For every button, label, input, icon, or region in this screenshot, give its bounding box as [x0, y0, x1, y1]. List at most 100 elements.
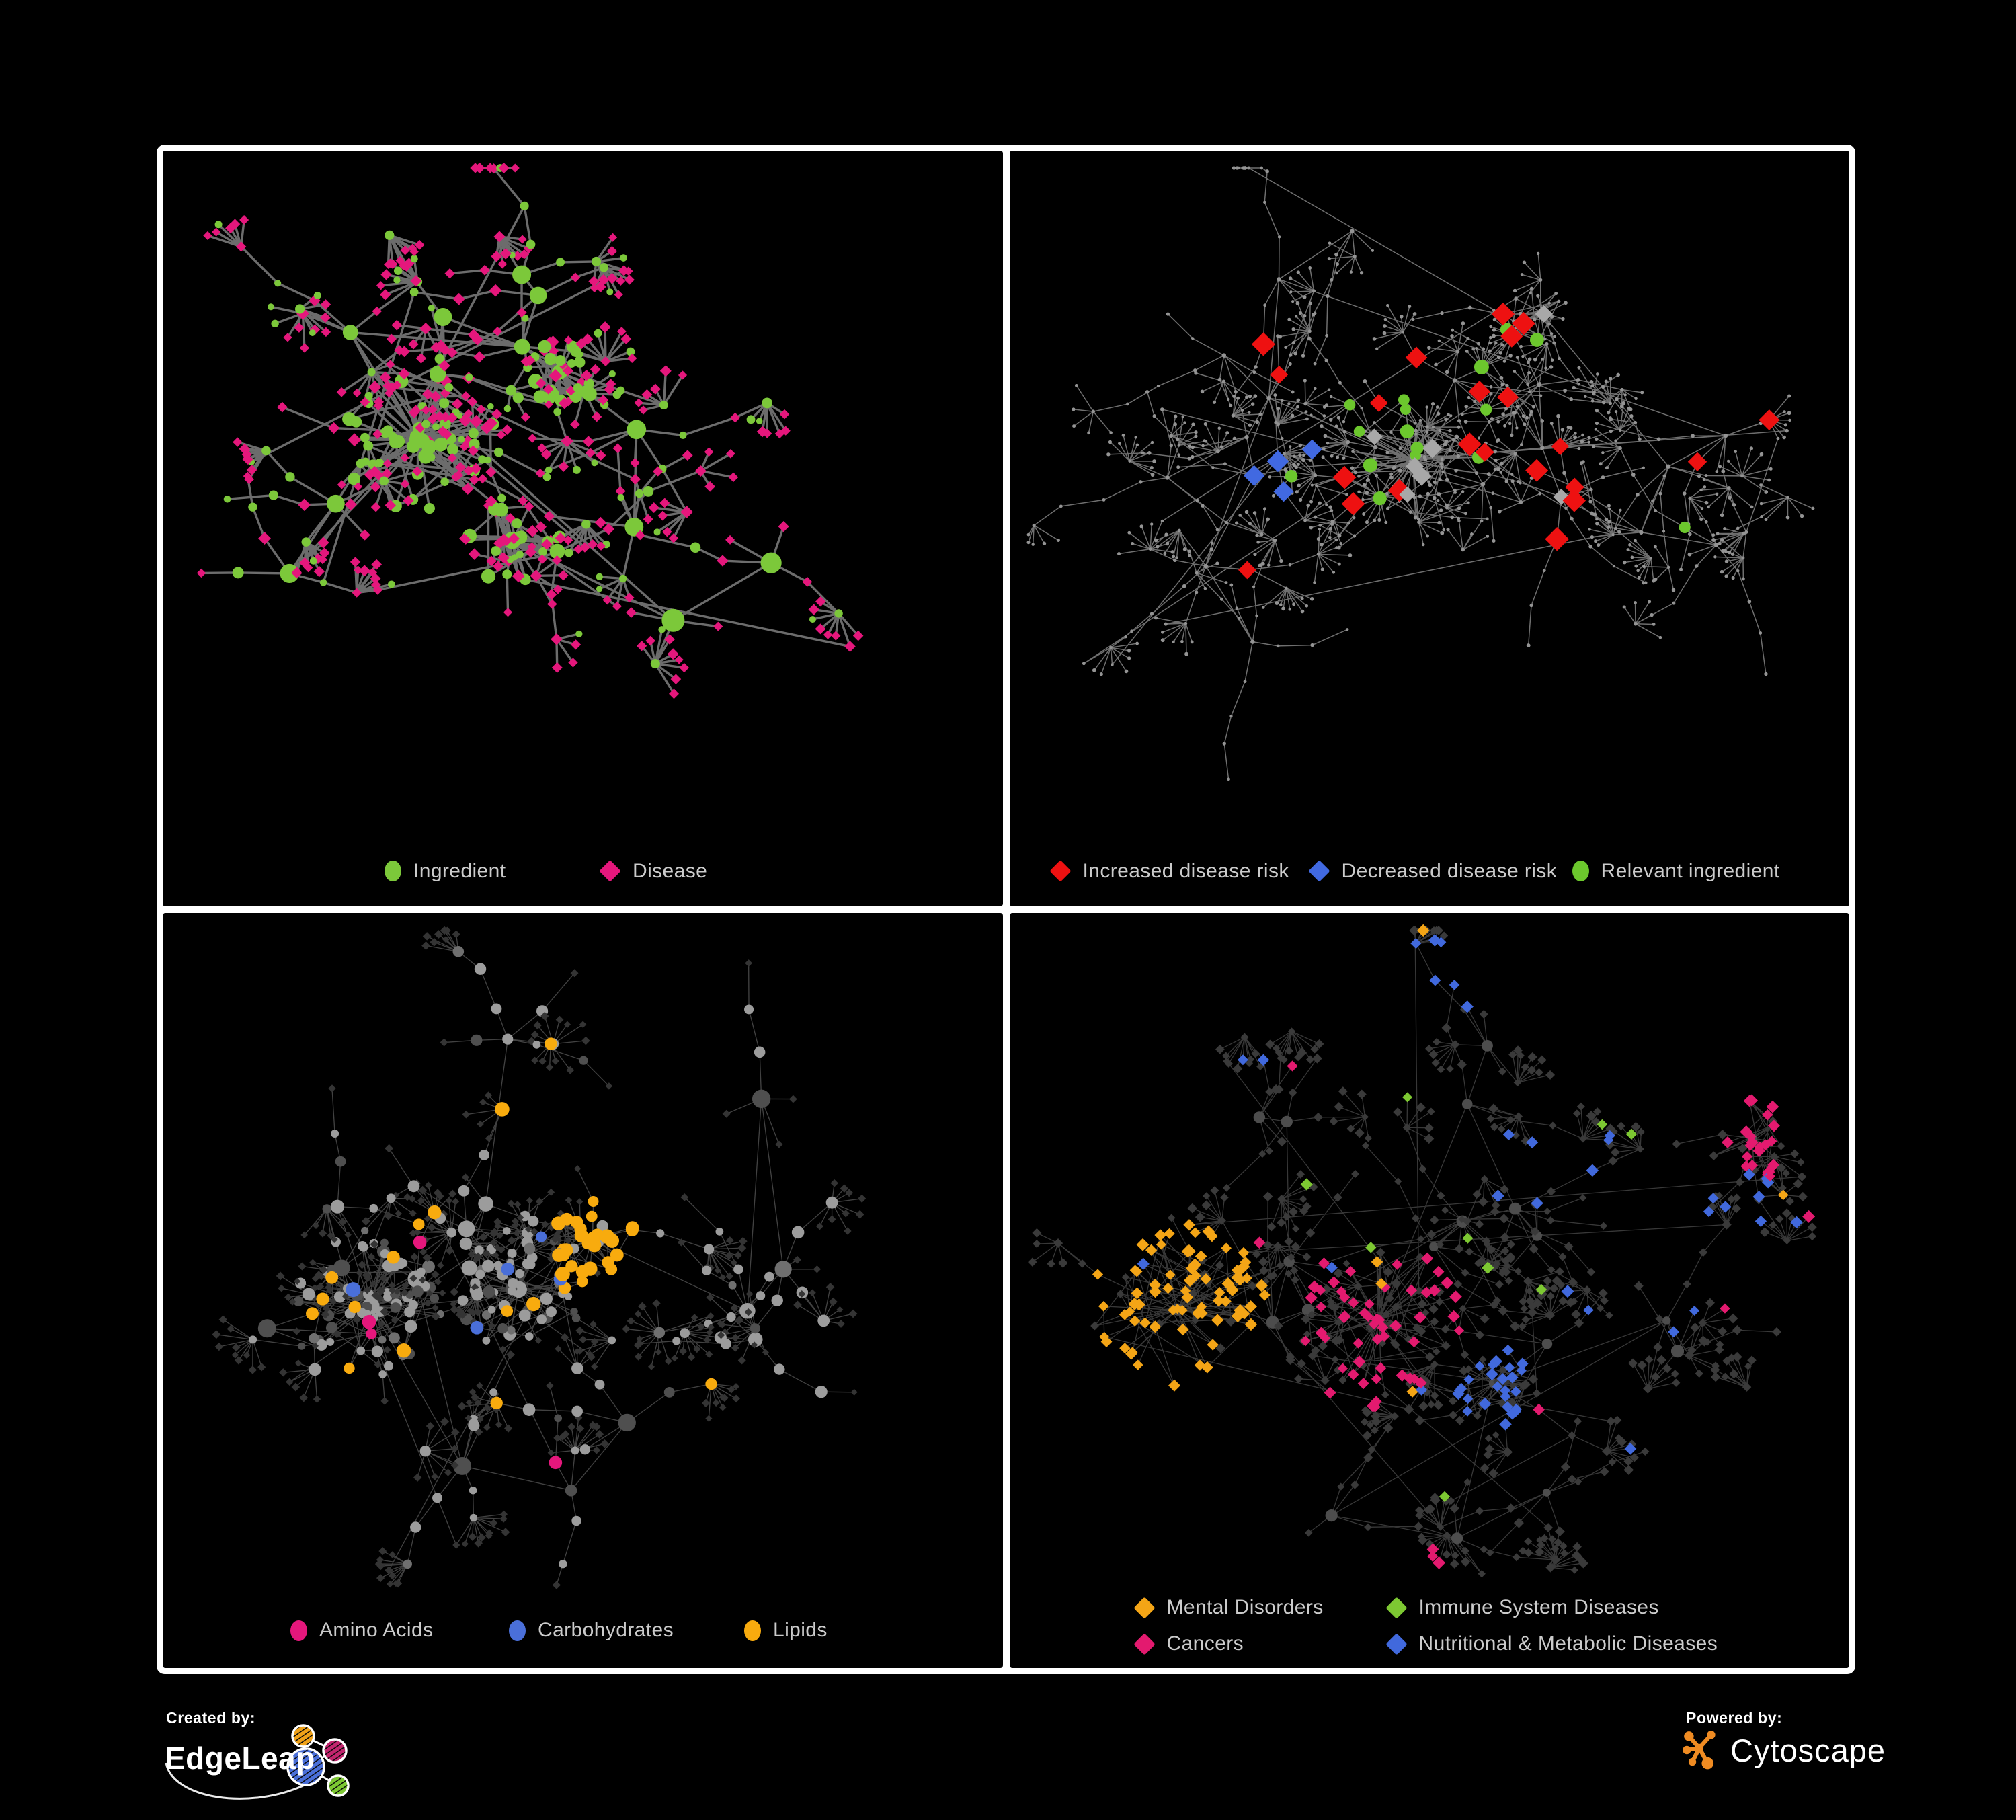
network-node: [734, 1251, 742, 1259]
network-node: [754, 1046, 766, 1058]
network-node: [440, 477, 449, 486]
network-node: [1445, 370, 1449, 374]
network-node: [1344, 493, 1348, 497]
network-node: [581, 1036, 590, 1045]
network-node: [1609, 429, 1613, 434]
network-node: [1293, 1374, 1303, 1383]
network-node: [1108, 431, 1113, 434]
network-node: [373, 397, 385, 407]
network-node: [424, 502, 435, 514]
network-node: [538, 1057, 547, 1065]
network-node: [1329, 1116, 1338, 1125]
network-node: [1443, 1531, 1451, 1539]
network-node: [1594, 437, 1599, 442]
network-node: [1327, 257, 1331, 261]
network-node: [501, 424, 513, 435]
legend-item: Relevant ingredient: [1572, 860, 1850, 883]
network-node: [1134, 436, 1137, 439]
network-node: [1186, 1203, 1197, 1213]
network-node: [283, 333, 292, 342]
network-node: [1240, 409, 1244, 412]
network-node: [1155, 545, 1159, 549]
network-node: [813, 1265, 821, 1273]
network-node: [358, 1240, 368, 1251]
network-node: [1439, 311, 1444, 315]
network-node: [731, 1333, 740, 1342]
network-node: [577, 351, 583, 358]
network-node: [1555, 1267, 1564, 1276]
network-node: [1373, 456, 1376, 460]
network-node: [1301, 439, 1322, 460]
network-node: [1361, 512, 1365, 516]
network-node: [553, 1433, 561, 1442]
network-node: [1357, 490, 1361, 494]
network-node: [1633, 601, 1637, 604]
network-node: [852, 630, 864, 641]
circle-marker-icon: [290, 1620, 307, 1641]
network-node: [1787, 394, 1791, 398]
network-node: [1711, 538, 1716, 542]
network-node: [1241, 1272, 1252, 1283]
network-node: [1332, 1192, 1342, 1202]
network-node: [257, 1362, 266, 1371]
network-node: [1382, 324, 1387, 328]
network-node: [385, 1144, 394, 1153]
network-node: [1601, 451, 1605, 454]
network-node: [364, 469, 376, 481]
network-node: [1361, 1141, 1369, 1149]
network-node: [1193, 371, 1197, 375]
network-node: [1490, 417, 1494, 421]
network-node: [1353, 470, 1357, 475]
network-node: [1476, 342, 1480, 346]
network-node: [474, 1398, 482, 1407]
network-node: [563, 535, 573, 545]
network-node: [1295, 1169, 1305, 1179]
network-node: [1173, 414, 1177, 418]
network-node: [1115, 1290, 1124, 1298]
network-node: [756, 1290, 766, 1300]
network-node: [1154, 538, 1158, 543]
network-node: [1244, 1318, 1257, 1331]
network-node: [1347, 1368, 1359, 1380]
network-node: [1627, 1439, 1636, 1448]
network-node: [374, 1360, 382, 1368]
network-node: [1697, 1318, 1707, 1327]
network-node: [1304, 410, 1307, 414]
network-node: [377, 1320, 385, 1328]
network-node: [1059, 504, 1063, 508]
network-node: [1652, 623, 1656, 626]
network-node: [1316, 537, 1320, 541]
network-node: [543, 510, 555, 522]
network-node: [1532, 317, 1536, 321]
network-node: [493, 1243, 501, 1251]
network-node: [526, 239, 536, 249]
legend-row: Ingredient Disease: [163, 857, 1003, 886]
network-node: [1374, 1361, 1387, 1374]
network-node: [232, 567, 244, 579]
network-node: [581, 333, 594, 345]
network-node: [534, 1337, 542, 1344]
network-node: [1432, 1556, 1445, 1569]
network-node: [372, 429, 382, 440]
network-node: [1802, 1210, 1815, 1223]
network-node: [1191, 337, 1194, 340]
network-node: [485, 1531, 493, 1540]
network-node: [1466, 501, 1470, 505]
network-node: [1436, 1065, 1445, 1073]
network-node: [473, 1307, 482, 1316]
network-node: [535, 468, 545, 479]
network-node: [1709, 1364, 1720, 1374]
network-node: [214, 221, 223, 229]
network-node: [1288, 563, 1291, 567]
network-node: [422, 931, 432, 941]
network-node: [1433, 362, 1438, 367]
network-node: [452, 1540, 460, 1549]
network-node: [1273, 481, 1294, 502]
network-node: [1203, 422, 1207, 426]
network-node: [1560, 1462, 1570, 1472]
network-node: [594, 516, 607, 529]
network-node: [1543, 366, 1547, 370]
network-node: [1319, 542, 1324, 547]
network-node: [1607, 1457, 1616, 1466]
network-node: [1529, 604, 1533, 608]
